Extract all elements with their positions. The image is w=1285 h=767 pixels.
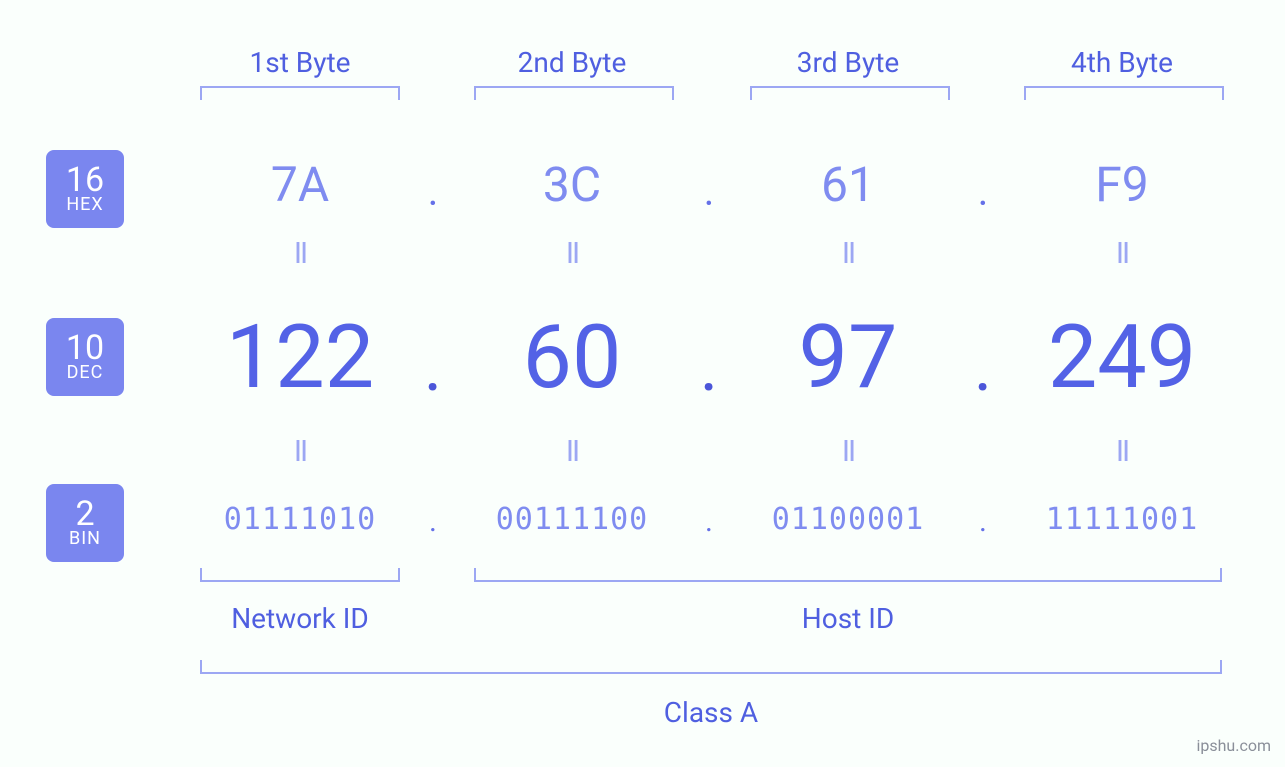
bracket-host-id: [474, 568, 1222, 582]
label-network-id: Network ID: [200, 602, 400, 635]
hex-dot-2: .: [694, 168, 724, 215]
label-class: Class A: [200, 696, 1222, 729]
bracket-network-id: [200, 568, 400, 582]
top-bracket-4: [1024, 86, 1224, 100]
equals-lower-2: II: [462, 434, 682, 469]
base-badge-hex: 16 HEX: [46, 150, 124, 228]
bin-byte-2: 00111100: [462, 502, 682, 537]
hex-byte-1: 7A: [190, 156, 410, 213]
equals-lower-1: II: [190, 434, 410, 469]
byte-header-1: 1st Byte: [190, 46, 410, 79]
equals-lower-3: II: [738, 434, 958, 469]
hex-byte-3: 61: [738, 156, 958, 213]
hex-dot-3: .: [968, 168, 998, 215]
bin-dot-1: .: [418, 504, 448, 539]
base-badge-bin: 2 BIN: [46, 484, 124, 562]
bracket-class: [200, 660, 1222, 674]
dec-byte-4: 249: [1012, 306, 1232, 409]
bin-byte-3: 01100001: [738, 502, 958, 537]
dec-dot-2: .: [694, 326, 724, 408]
dec-byte-1: 122: [190, 306, 410, 409]
byte-header-4: 4th Byte: [1012, 46, 1232, 79]
hex-byte-4: F9: [1012, 156, 1232, 213]
dec-dot-1: .: [418, 326, 448, 408]
bin-dot-2: .: [694, 504, 724, 539]
dec-dot-3: .: [968, 326, 998, 408]
base-badge-dec-label: DEC: [67, 364, 104, 383]
hex-byte-2: 3C: [462, 156, 682, 213]
watermark: ipshu.com: [1196, 736, 1271, 755]
base-badge-bin-num: 2: [75, 497, 94, 533]
bin-dot-3: .: [968, 504, 998, 539]
dec-byte-2: 60: [462, 306, 682, 409]
equals-upper-1: II: [190, 236, 410, 271]
bin-byte-1: 01111010: [190, 502, 410, 537]
base-badge-dec: 10 DEC: [46, 318, 124, 396]
top-bracket-3: [750, 86, 950, 100]
equals-upper-2: II: [462, 236, 682, 271]
top-bracket-1: [200, 86, 400, 100]
equals-upper-4: II: [1012, 236, 1232, 271]
ip-diagram-container: 16 HEX 10 DEC 2 BIN 1st Byte 2nd Byte 3r…: [0, 0, 1285, 767]
base-badge-bin-label: BIN: [69, 530, 101, 549]
hex-dot-1: .: [418, 168, 448, 215]
base-badge-hex-num: 16: [66, 163, 104, 199]
byte-header-2: 2nd Byte: [462, 46, 682, 79]
label-host-id: Host ID: [474, 602, 1222, 635]
equals-upper-3: II: [738, 236, 958, 271]
base-badge-dec-num: 10: [66, 331, 104, 367]
equals-lower-4: II: [1012, 434, 1232, 469]
base-badge-hex-label: HEX: [66, 196, 103, 215]
bin-byte-4: 11111001: [1012, 502, 1232, 537]
dec-byte-3: 97: [738, 306, 958, 409]
top-bracket-2: [474, 86, 674, 100]
byte-header-3: 3rd Byte: [738, 46, 958, 79]
